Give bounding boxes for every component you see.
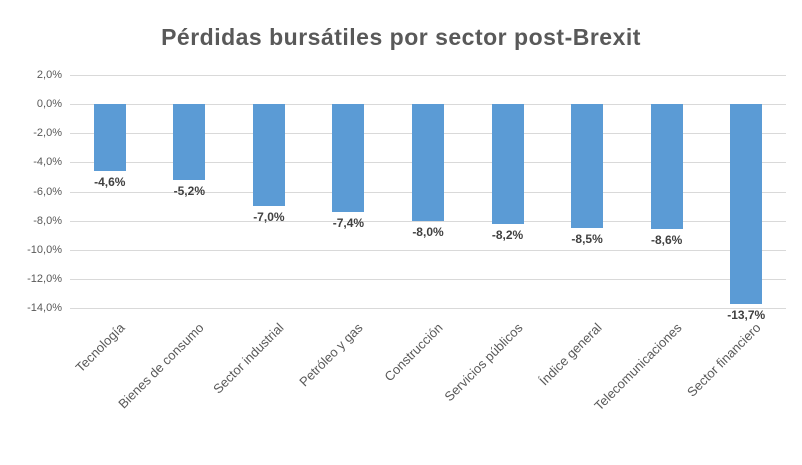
plot-area: -4,6% -5,2% -7,0% -7,4% -8,0% -8,2% -8,5% -8,6%…: [70, 75, 786, 413]
y-tick-label: -2,0%: [33, 127, 62, 140]
y-axis: 2,0% 0,0% -2,0% -4,0% -6,0% -8,0% -10,0% -12,0%…: [0, 69, 62, 314]
x-axis-label: Sector financiero: [684, 320, 764, 400]
bars: -4,6% -5,2% -7,0% -7,4% -8,0% -8,2% -8,5% -8,6%…: [70, 75, 786, 322]
x-axis-label: Bienes de consumo: [115, 320, 207, 412]
x-axis-labels: Tecnología Bienes de consumo Sector indust…: [70, 75, 786, 413]
bar: [173, 104, 206, 180]
bar-value-label: -5,2%: [173, 183, 205, 198]
bar: [252, 104, 285, 207]
bar-value-label: -8,5%: [571, 231, 603, 246]
gridline: [70, 308, 786, 309]
bar-value-label: -4,6%: [94, 175, 126, 190]
x-axis-label: Construcción: [381, 320, 446, 385]
chart-title: Pérdidas bursátiles por sector post-Brex…: [161, 24, 641, 50]
gridline: [70, 220, 786, 222]
y-tick-label: 0,0%: [36, 98, 62, 111]
x-axis-label: Servicios públicos: [440, 320, 526, 405]
bar-value-label: -13,7%: [727, 307, 766, 322]
y-tick-label: -10,0%: [27, 243, 62, 256]
x-axis-label: Petróleo y gas: [296, 320, 367, 390]
y-tick-label: -12,0%: [27, 272, 62, 285]
y-tick-label: -4,0%: [33, 156, 62, 169]
x-axis-label: Sector industrial: [209, 320, 287, 397]
bar: [412, 104, 444, 221]
y-tick-label: 2,0%: [36, 69, 62, 81]
x-axis-label: Índice general: [536, 320, 605, 389]
bar: [93, 104, 126, 172]
bar-value-label: -7,4%: [332, 215, 365, 230]
x-axis-label: Telecomunicaciones: [590, 320, 685, 414]
bar: [571, 104, 604, 228]
bar: [491, 104, 524, 224]
bar: [650, 104, 683, 230]
x-axis-label: Tecnología: [72, 320, 128, 376]
bar-value-label: -8,6%: [650, 233, 683, 248]
y-tick-label: -8,0%: [33, 214, 62, 227]
bar-value-label: -7,0%: [253, 210, 285, 225]
gridline: [70, 249, 786, 251]
gridline: [70, 278, 786, 280]
bar-value-label: -8,0%: [412, 224, 444, 239]
bar: [332, 104, 365, 212]
bar: [730, 104, 763, 304]
y-tick-label: -6,0%: [33, 185, 62, 198]
y-tick-label: -14,0%: [27, 302, 62, 314]
gridline: [70, 75, 786, 76]
bar-value-label: -8,2%: [491, 227, 524, 242]
